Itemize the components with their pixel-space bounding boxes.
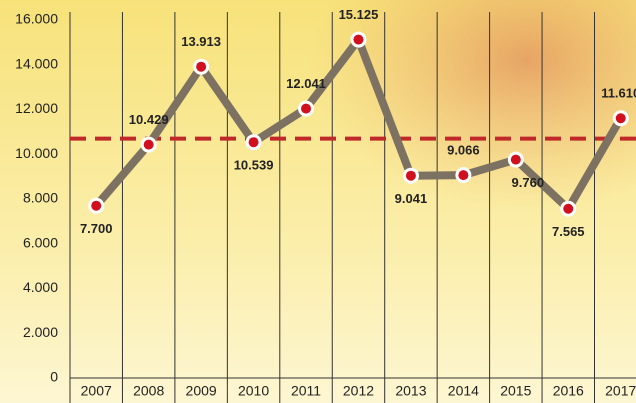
marker-center <box>353 35 363 45</box>
marker-center <box>616 113 626 123</box>
y-tick-label: 4.000 <box>23 279 58 295</box>
x-tick-label: 2008 <box>133 383 164 399</box>
marker-center <box>144 140 154 150</box>
marker-center <box>249 137 259 147</box>
x-tick-label: 2012 <box>343 383 374 399</box>
x-tick-label: 2015 <box>500 383 531 399</box>
value-label: 9.066 <box>447 143 480 158</box>
x-tick-label: 2010 <box>238 383 269 399</box>
background-cloud <box>200 0 636 300</box>
marker-center <box>301 104 311 114</box>
y-tick-label: 6.000 <box>23 234 58 250</box>
y-tick-label: 8.000 <box>23 190 58 206</box>
y-tick-label: 12.000 <box>15 100 58 116</box>
x-tick-label: 2011 <box>291 383 321 399</box>
page: {"chart_data": {"type": "line", "categor… <box>0 0 636 403</box>
x-tick-label: 2014 <box>448 383 479 399</box>
value-label: 10.429 <box>129 112 169 127</box>
marker-center <box>563 204 573 214</box>
x-tick-label: 2007 <box>81 383 112 399</box>
value-label: 9.041 <box>395 191 428 206</box>
value-label: 7.565 <box>552 224 585 239</box>
x-tick-label: 2013 <box>395 383 426 399</box>
value-label: 12.041 <box>286 76 326 91</box>
value-label: 11.610 <box>601 86 636 101</box>
chart: 0 2.000 4.000 6.000 8.000 10.000 12.000 14.000 1… <box>0 0 636 403</box>
value-label: 10.539 <box>234 158 274 173</box>
value-label: 7.700 <box>80 221 113 236</box>
marker-center <box>458 170 468 180</box>
value-label: 15.125 <box>339 7 379 22</box>
value-label: 9.760 <box>512 175 545 190</box>
y-tick-label: 0 <box>50 369 58 385</box>
marker-center <box>511 155 521 165</box>
y-tick-label: 14.000 <box>15 55 58 71</box>
y-tick-label: 2.000 <box>23 324 58 340</box>
marker-center <box>196 62 206 72</box>
y-tick-label: 16.000 <box>15 11 58 27</box>
x-tick-label: 2009 <box>186 383 217 399</box>
marker-center <box>91 201 101 211</box>
y-tick-label: 10.000 <box>15 145 58 161</box>
x-tick-label: 2016 <box>553 383 584 399</box>
value-label: 13.913 <box>181 34 221 49</box>
marker-center <box>406 171 416 181</box>
x-tick-label: 2017 <box>605 383 636 399</box>
